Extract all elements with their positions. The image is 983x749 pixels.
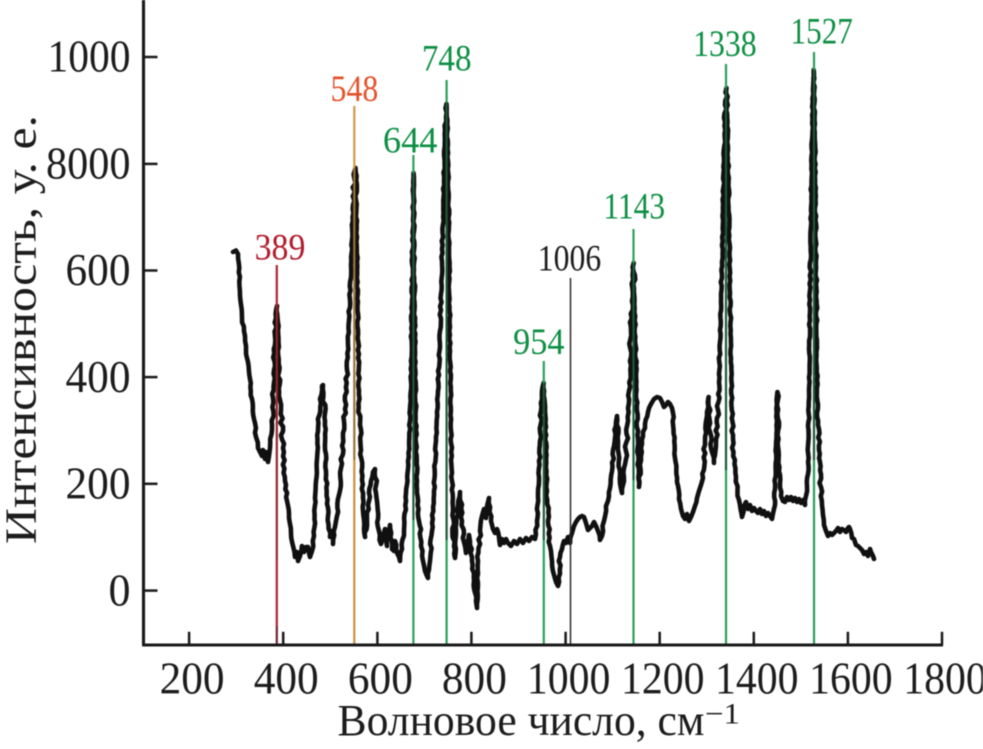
svg-text:1400: 1400 (715, 653, 799, 704)
svg-text:200: 200 (66, 458, 131, 509)
svg-text:548: 548 (331, 69, 379, 110)
svg-text:1338: 1338 (693, 24, 757, 65)
svg-text:1000: 1000 (48, 31, 131, 82)
svg-text:400: 400 (254, 653, 319, 704)
svg-text:644: 644 (383, 121, 438, 162)
svg-text:Волновое число, см: Волновое число, см (338, 696, 705, 745)
svg-text:600: 600 (348, 653, 413, 704)
svg-text:1800: 1800 (903, 653, 983, 704)
svg-text:−1: −1 (705, 698, 740, 731)
svg-text:389: 389 (255, 228, 306, 269)
svg-text:1600: 1600 (809, 653, 893, 704)
svg-text:1006: 1006 (538, 239, 601, 280)
svg-text:1527: 1527 (791, 12, 853, 53)
svg-text:954: 954 (513, 322, 565, 363)
svg-text:1000: 1000 (527, 653, 611, 704)
svg-text:Интенсивность, у. е.: Интенсивность, у. е. (0, 115, 46, 544)
svg-text:8000: 8000 (46, 138, 131, 189)
svg-text:600: 600 (66, 244, 131, 295)
svg-text:748: 748 (422, 39, 472, 80)
svg-text:1143: 1143 (603, 187, 665, 228)
svg-text:400: 400 (66, 351, 131, 402)
svg-text:800: 800 (442, 653, 507, 704)
svg-text:0: 0 (109, 564, 131, 615)
svg-text:200: 200 (160, 653, 225, 704)
svg-text:1200: 1200 (621, 653, 705, 704)
